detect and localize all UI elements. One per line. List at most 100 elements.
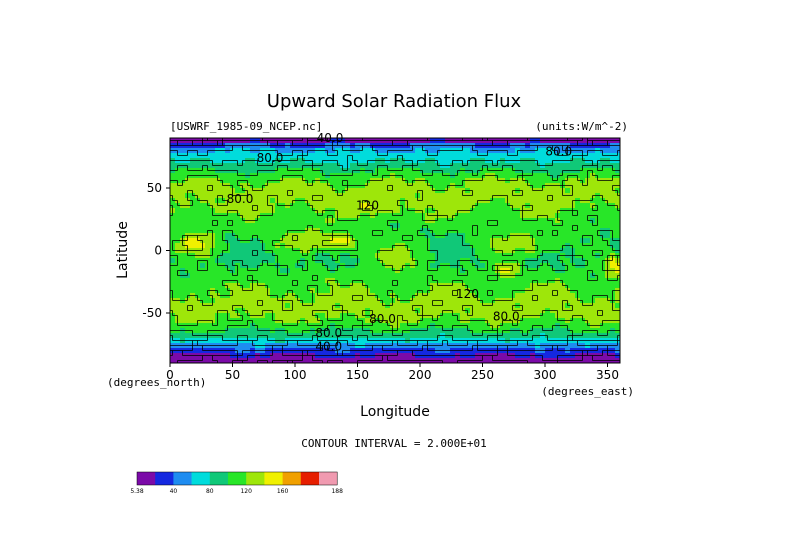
field-cell <box>340 203 346 209</box>
colorbar-label: 188 <box>331 488 343 495</box>
field-cell <box>465 218 471 224</box>
field-cell <box>415 283 421 289</box>
field-cell <box>410 188 416 194</box>
field-cell <box>210 283 216 289</box>
field-cell <box>540 173 546 179</box>
field-cell <box>360 158 366 164</box>
field-cell <box>305 153 311 159</box>
field-cell <box>415 343 421 349</box>
field-cell <box>450 358 456 364</box>
contour-label: 80.0 <box>315 326 342 340</box>
field-cell <box>285 343 291 349</box>
field-cell <box>230 198 236 204</box>
field-cell <box>265 253 271 259</box>
field-cell <box>205 238 211 244</box>
field-cell <box>170 233 176 239</box>
field-cell <box>580 213 586 219</box>
field-cell <box>380 203 386 209</box>
colorbar: 5.38 40 80 120 160 188 <box>130 471 343 495</box>
field-cell <box>255 293 261 299</box>
field-cell <box>455 223 461 229</box>
field-cell <box>395 353 401 359</box>
field-cell <box>320 203 326 209</box>
field-cell <box>385 268 391 274</box>
field-cell <box>575 273 581 279</box>
field-cell <box>550 168 556 174</box>
field-cell <box>470 238 476 244</box>
field-cell <box>425 318 431 324</box>
field-cell <box>550 238 556 244</box>
field-cell <box>415 253 421 259</box>
field-cell <box>460 333 466 339</box>
field-cell <box>465 163 471 169</box>
field-cell <box>220 303 226 309</box>
field-cell <box>540 148 546 154</box>
field-cell <box>450 253 456 259</box>
field-cell <box>360 223 366 229</box>
field-cell <box>530 178 536 184</box>
field-cell <box>385 178 391 184</box>
field-cell <box>200 273 206 279</box>
field-cell <box>395 188 401 194</box>
field-cell <box>170 358 176 364</box>
field-cell <box>460 148 466 154</box>
field-cell <box>420 203 426 209</box>
field-cell <box>300 358 306 364</box>
field-cell <box>195 243 201 249</box>
field-cell <box>265 313 271 319</box>
field-cell <box>280 183 286 189</box>
field-cell <box>540 278 546 284</box>
field-cell <box>410 213 416 219</box>
field-cell <box>170 258 176 264</box>
field-cell <box>365 273 371 279</box>
field-cell <box>190 228 196 234</box>
field-cell <box>265 188 271 194</box>
field-cell <box>475 303 481 309</box>
field-cell <box>555 263 561 269</box>
field-cell <box>540 158 546 164</box>
field-cell <box>535 153 541 159</box>
field-cell <box>545 203 551 209</box>
field-cell <box>450 243 456 249</box>
field-cell <box>440 183 446 189</box>
field-cell <box>540 243 546 249</box>
field-cell <box>265 243 271 249</box>
field-cell <box>455 243 461 249</box>
field-cell <box>335 183 341 189</box>
field-cell <box>435 338 441 344</box>
field-cell <box>575 328 581 334</box>
field-cell <box>535 148 541 154</box>
field-cell <box>295 288 301 294</box>
field-cell <box>340 293 346 299</box>
field-cell <box>460 288 466 294</box>
field-cell <box>380 268 386 274</box>
field-cell <box>375 218 381 224</box>
field-cell <box>335 343 341 349</box>
field-cell <box>455 178 461 184</box>
field-cell <box>365 238 371 244</box>
field-cell <box>355 228 361 234</box>
field-cell <box>280 178 286 184</box>
field-cell <box>215 283 221 289</box>
field-cell <box>560 293 566 299</box>
field-cell <box>595 243 601 249</box>
field-cell <box>180 218 186 224</box>
field-cell <box>495 153 501 159</box>
field-cell <box>575 268 581 274</box>
field-cell <box>485 203 491 209</box>
field-cell <box>375 213 381 219</box>
field-cell <box>205 223 211 229</box>
field-cell <box>435 228 441 234</box>
field-cell <box>605 218 611 224</box>
field-cell <box>445 273 451 279</box>
field-cell <box>175 193 181 199</box>
field-cell <box>375 268 381 274</box>
field-cell <box>485 308 491 314</box>
field-cell <box>385 278 391 284</box>
field-cell <box>445 223 451 229</box>
field-cell <box>495 253 501 259</box>
field-cell <box>380 188 386 194</box>
field-cell <box>480 238 486 244</box>
field-cell <box>600 203 606 209</box>
field-cell <box>500 213 506 219</box>
